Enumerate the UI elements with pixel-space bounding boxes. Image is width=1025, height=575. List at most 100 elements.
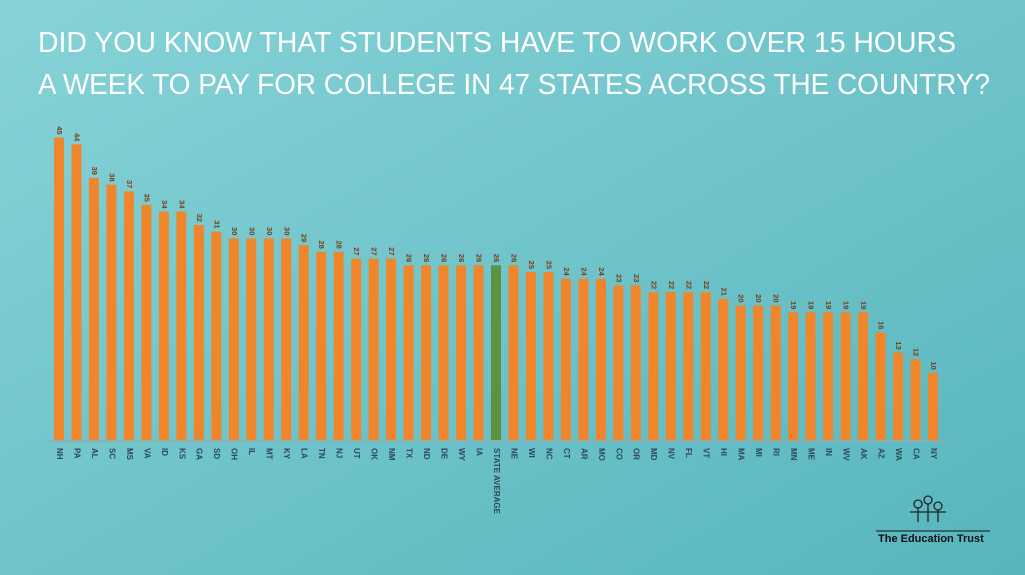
x-tick-label: UT <box>352 448 361 459</box>
value-label: 26 <box>475 254 484 262</box>
bar <box>700 292 711 440</box>
x-tick-label: NH <box>55 448 64 460</box>
x-tick-label: SD <box>212 448 221 459</box>
x-tick-label: MI <box>754 448 763 457</box>
x-tick-label: LA <box>300 448 309 459</box>
x-tick-label: KY <box>282 448 291 460</box>
bar <box>141 204 152 440</box>
value-label: 25 <box>544 261 553 269</box>
bar <box>316 251 327 440</box>
value-label: 24 <box>597 267 606 276</box>
value-label: 35 <box>142 193 151 201</box>
bar <box>54 137 64 440</box>
value-label: 22 <box>702 281 711 289</box>
value-label: 13 <box>894 341 903 349</box>
value-label: 24 <box>562 267 571 276</box>
x-tick-label: GA <box>195 448 204 460</box>
value-label: 37 <box>125 180 134 188</box>
value-label: 27 <box>370 247 379 255</box>
x-tick-label: AZ <box>876 448 885 459</box>
value-label: 27 <box>387 247 396 255</box>
x-tick-label: VA <box>142 448 151 459</box>
x-tick-label: WA <box>894 448 903 461</box>
bar <box>421 265 432 440</box>
x-tick-label: NE <box>509 448 518 460</box>
bar <box>823 312 834 440</box>
x-tick-label: WY <box>457 448 466 462</box>
x-tick-label: SC <box>107 448 116 459</box>
x-tick-label: CO <box>614 448 623 460</box>
x-tick-label: OH <box>230 448 239 460</box>
x-tick-label: NJ <box>335 448 344 458</box>
logo-text: The Education Trust <box>878 533 984 545</box>
bar <box>893 352 904 440</box>
bar <box>88 177 99 441</box>
value-label: 20 <box>737 294 746 302</box>
x-tick-label: MA <box>737 448 746 461</box>
bar <box>753 305 764 440</box>
value-label: 23 <box>614 274 623 282</box>
x-tick-label: WI <box>527 448 536 458</box>
value-label: 27 <box>352 247 361 255</box>
bar <box>525 272 536 440</box>
value-label: 29 <box>300 234 309 242</box>
bar <box>491 265 501 440</box>
value-label: 10 <box>929 361 938 369</box>
x-tick-label: AR <box>579 448 588 460</box>
x-tick-label: HI <box>719 448 728 456</box>
bar <box>683 292 694 440</box>
bar <box>438 265 449 440</box>
bar <box>386 258 397 440</box>
value-label: 20 <box>754 294 763 302</box>
value-label: 26 <box>492 254 501 262</box>
x-tick-label: OK <box>370 448 379 460</box>
bar <box>246 238 257 440</box>
value-label: 32 <box>195 214 204 222</box>
x-tick-label: AL <box>90 448 99 459</box>
bar <box>840 312 851 440</box>
x-tick-label: MN <box>789 448 798 461</box>
bar <box>473 265 484 440</box>
x-tick-label: MO <box>597 448 606 461</box>
x-tick-label: ND <box>422 448 431 460</box>
bar <box>456 265 467 440</box>
value-label: 28 <box>335 240 344 248</box>
bar <box>648 292 659 440</box>
x-tick-label: ME <box>807 448 816 461</box>
value-label: 30 <box>282 227 291 235</box>
x-tick-label: FL <box>684 448 693 458</box>
bar <box>106 184 117 440</box>
bar <box>158 211 169 440</box>
bar <box>910 359 921 440</box>
title-line: DID YOU KNOW THAT STUDENTS HAVE TO WORK … <box>38 27 956 59</box>
bar <box>333 251 344 440</box>
x-tick-label: MT <box>265 448 274 460</box>
value-label: 34 <box>177 200 186 209</box>
value-label: 25 <box>527 261 536 269</box>
logo-icon <box>910 495 946 522</box>
value-label: 26 <box>422 254 431 262</box>
bar <box>263 238 274 440</box>
x-tick-label: NY <box>929 448 938 460</box>
bar <box>630 285 641 440</box>
bar <box>228 238 239 440</box>
bar <box>211 231 222 440</box>
value-label: 44 <box>72 133 81 142</box>
bar <box>351 258 362 440</box>
value-label: 24 <box>579 267 588 276</box>
bar <box>560 278 571 440</box>
value-label: 30 <box>230 227 239 235</box>
value-label: 21 <box>719 288 728 296</box>
value-label: 30 <box>265 227 274 235</box>
value-label: 26 <box>457 254 466 262</box>
x-tick-label: MD <box>649 448 658 461</box>
x-tick-label: NV <box>667 448 676 460</box>
x-tick-label: MS <box>125 448 134 461</box>
x-tick-label: TX <box>404 448 413 459</box>
bar <box>665 292 676 440</box>
value-label: 19 <box>842 301 851 309</box>
bar <box>176 211 187 440</box>
bar <box>788 312 799 440</box>
